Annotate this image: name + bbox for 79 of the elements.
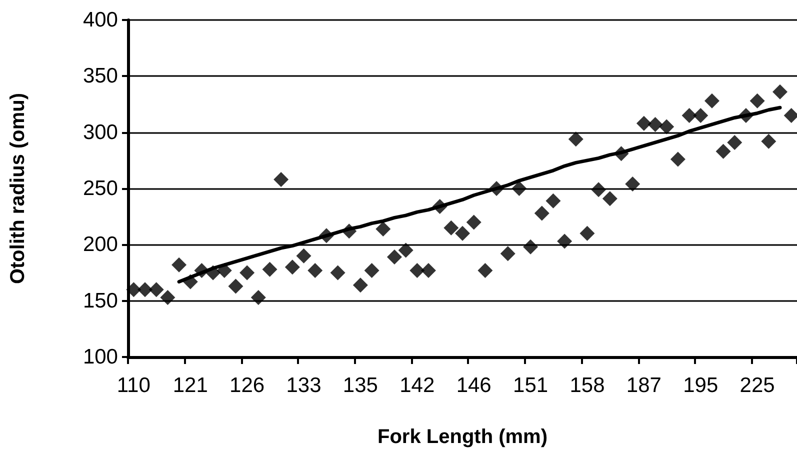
point — [386, 250, 402, 265]
point — [534, 206, 550, 221]
point — [274, 172, 289, 188]
point — [308, 263, 323, 278]
point — [614, 146, 629, 162]
point — [182, 274, 198, 290]
x-tick-label: 142 — [400, 374, 435, 397]
point — [727, 134, 742, 150]
point — [636, 116, 652, 131]
point — [444, 220, 459, 236]
point — [478, 263, 493, 278]
point — [591, 182, 606, 198]
point — [148, 282, 164, 298]
point — [206, 265, 221, 280]
point — [172, 257, 187, 272]
point — [648, 116, 663, 132]
x-tick-label: 121 — [172, 374, 208, 397]
point — [568, 132, 584, 147]
x-tick-label: 135 — [342, 374, 378, 397]
point — [240, 265, 255, 280]
point — [670, 152, 686, 167]
point — [410, 263, 425, 278]
y-axis-title: Otolith radius (omu) — [7, 92, 29, 284]
point — [500, 246, 516, 262]
point — [342, 224, 357, 239]
point — [296, 248, 312, 264]
y-tick-label: 100 — [82, 346, 118, 368]
point — [761, 134, 776, 149]
point — [455, 226, 470, 241]
point — [262, 262, 278, 277]
point — [693, 108, 708, 123]
x-tick-label: 158 — [570, 374, 605, 397]
point — [750, 93, 765, 108]
point — [625, 176, 640, 192]
point — [364, 263, 380, 278]
point — [432, 198, 448, 214]
x-tick-label: 225 — [740, 374, 775, 397]
point — [228, 278, 244, 294]
x-tick-label: 151 — [513, 374, 548, 397]
point — [420, 263, 436, 278]
x-tick-label: 187 — [626, 374, 662, 397]
x-tick-label: 126 — [230, 374, 265, 397]
y-tick-label: 300 — [82, 120, 118, 144]
point — [318, 228, 334, 244]
y-tick-label: 400 — [82, 8, 118, 32]
y-tick-label: 200 — [82, 233, 118, 256]
point — [602, 191, 618, 206]
point — [704, 93, 720, 108]
point — [489, 181, 504, 196]
point — [250, 290, 266, 305]
y-tick-label: 250 — [82, 177, 118, 200]
y-tick-label: 150 — [82, 289, 118, 312]
point — [580, 226, 595, 241]
x-tick-label: 146 — [456, 374, 492, 397]
point — [138, 282, 153, 298]
point — [557, 234, 572, 249]
point — [160, 290, 176, 305]
point — [523, 239, 538, 254]
point — [659, 119, 674, 134]
y-tick-label: 350 — [82, 64, 118, 88]
point — [284, 260, 300, 275]
point — [772, 84, 788, 100]
x-axis-title: Fork Length (mm) — [378, 426, 548, 448]
point — [216, 263, 232, 278]
point — [126, 282, 142, 298]
point — [546, 193, 561, 208]
point — [738, 108, 754, 123]
point — [352, 278, 368, 293]
point — [330, 265, 346, 280]
point — [716, 144, 731, 159]
x-tick-label: 195 — [683, 374, 718, 397]
point — [194, 263, 210, 278]
point — [376, 221, 391, 236]
point — [466, 214, 482, 230]
x-tick-label: 110 — [116, 374, 150, 397]
point — [682, 108, 697, 123]
point — [398, 242, 414, 258]
point — [512, 181, 527, 196]
x-tick-label: 133 — [286, 374, 322, 397]
